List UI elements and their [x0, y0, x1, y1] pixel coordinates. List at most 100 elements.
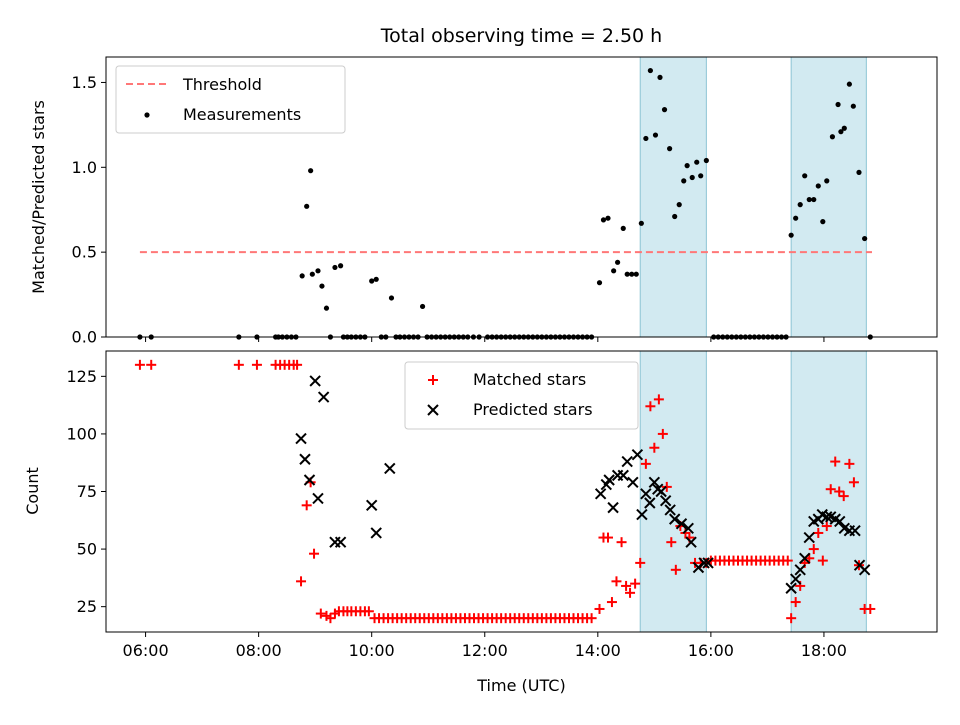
- matched-stars-point: [635, 557, 646, 568]
- x-stroke: [834, 515, 846, 528]
- observing-window-shade: [790, 56, 867, 338]
- measurement-point: [309, 271, 315, 277]
- measurement-point: [315, 268, 321, 274]
- legend-frame: [115, 65, 346, 134]
- predicted-stars-point: [365, 499, 378, 512]
- predicted-stars-point: [640, 488, 652, 500]
- matched-stars-point: [251, 359, 262, 370]
- measurement-point: [633, 271, 639, 277]
- measurement-point: [299, 273, 305, 279]
- measurement-point: [615, 259, 621, 265]
- predicted-stars-point: [317, 391, 330, 403]
- matched-stars-point: [821, 521, 832, 532]
- x-stroke: [640, 488, 652, 500]
- y-tick-label: 25: [77, 597, 97, 616]
- matched-stars-point: [813, 527, 824, 538]
- x-tick-label: 12:00: [462, 641, 508, 660]
- x-stroke: [849, 524, 861, 537]
- predicted-stars-point: [803, 531, 815, 544]
- y-tick-label: 1.0: [72, 158, 97, 177]
- matched-stars-point: [146, 359, 157, 370]
- matched-stars-point: [834, 486, 845, 497]
- measurement-point: [624, 271, 630, 277]
- measurement-point: [643, 135, 649, 142]
- measurement-point: [667, 146, 673, 152]
- observing-window-shade: [639, 56, 707, 338]
- measurement-point: [388, 295, 395, 301]
- y-tick-label: 1.5: [72, 73, 97, 92]
- predicted-stars-point: [303, 474, 316, 486]
- matched-stars-point: [594, 603, 605, 614]
- predicted-stars-point: [370, 527, 382, 539]
- predicted-stars-point: [607, 501, 619, 514]
- y-tick-label: 0.5: [72, 243, 97, 262]
- matched-stars-legend-marker: [428, 375, 438, 385]
- x-stroke: [621, 455, 633, 468]
- observing-window-shade: [639, 350, 707, 633]
- matched-stars-point: [309, 548, 320, 559]
- x-stroke: [664, 504, 676, 516]
- x-tick-label: 08:00: [236, 641, 282, 660]
- matched-stars-point: [825, 484, 836, 495]
- measurement-point: [797, 202, 803, 208]
- predicted-stars-point: [858, 564, 871, 576]
- matched-stars-point: [670, 564, 681, 575]
- predicted-stars-point: [834, 515, 846, 528]
- matched-stars-point: [630, 578, 641, 589]
- matched-stars-point: [848, 477, 859, 488]
- measurement-point: [657, 74, 663, 80]
- x-stroke: [829, 513, 841, 525]
- measurements-legend-marker: [144, 112, 150, 118]
- measurement-point: [698, 173, 704, 179]
- matched-stars-legend-label: Matched stars: [473, 370, 586, 389]
- measurement-point: [802, 173, 808, 179]
- measurement-point: [811, 196, 817, 203]
- x-stroke: [668, 513, 681, 525]
- measurement-point: [596, 280, 603, 286]
- y-tick-label: 100: [66, 424, 97, 443]
- y-tick-label: 75: [77, 482, 97, 501]
- measurement-point: [806, 196, 812, 203]
- predicted-stars-legend-marker: [427, 404, 439, 416]
- x-stroke: [702, 557, 714, 569]
- measurement-point: [419, 303, 426, 310]
- threshold-legend-label: Threshold: [182, 75, 262, 94]
- chart-title: Total observing time = 2.50 h: [380, 25, 662, 47]
- ratio-panel-y-axis-label: Matched/Predicted stars: [29, 100, 48, 294]
- predicted-stars-point: [631, 448, 644, 461]
- measurement-point: [684, 163, 690, 169]
- measurement-point: [338, 263, 344, 269]
- x-stroke: [627, 476, 639, 488]
- y-tick-label: 125: [66, 367, 97, 386]
- predicted-stars-point: [621, 455, 633, 468]
- y-tick-label: 0.0: [72, 328, 97, 347]
- matched-stars-point: [233, 359, 244, 370]
- x-stroke: [317, 391, 330, 403]
- predicted-stars-point: [785, 582, 797, 594]
- measurement-point: [793, 215, 799, 221]
- matched-stars-point: [657, 428, 668, 439]
- predicted-stars-point: [644, 497, 656, 509]
- matched-stars-point: [666, 537, 677, 548]
- x-stroke: [789, 573, 802, 585]
- x-stroke: [821, 511, 833, 523]
- matched-stars-point: [808, 544, 819, 555]
- matched-stars-point: [602, 532, 613, 543]
- measurement-point: [689, 174, 695, 181]
- matched-stars-point: [645, 401, 656, 412]
- matched-stars-point: [606, 597, 617, 608]
- matched-stars-point: [611, 576, 622, 587]
- predicted-stars-point: [849, 524, 861, 537]
- predicted-stars-point: [794, 564, 806, 576]
- predicted-stars-point: [685, 536, 697, 548]
- x-stroke: [594, 488, 607, 500]
- matched-stars-point: [315, 608, 326, 619]
- x-stroke: [659, 495, 672, 507]
- observing-window-shade: [790, 350, 867, 633]
- measurement-point: [323, 305, 330, 311]
- x-stroke: [303, 474, 316, 486]
- matched-stars-point: [625, 587, 636, 598]
- measurement-point: [846, 81, 852, 87]
- x-tick-label: 18:00: [801, 641, 847, 660]
